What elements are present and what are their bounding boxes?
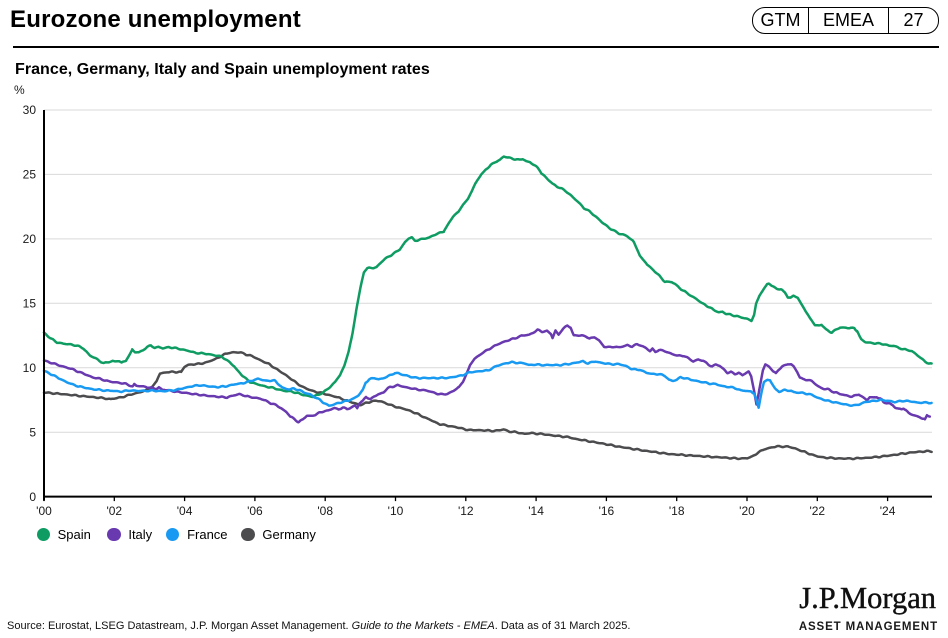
svg-text:'22: '22 (809, 504, 825, 518)
svg-text:'20: '20 (739, 504, 755, 518)
svg-text:15: 15 (23, 297, 37, 311)
svg-text:0: 0 (29, 490, 36, 504)
svg-text:'16: '16 (599, 504, 615, 518)
svg-text:'06: '06 (247, 504, 263, 518)
svg-text:'04: '04 (177, 504, 193, 518)
svg-text:'10: '10 (388, 504, 404, 518)
svg-text:'12: '12 (458, 504, 474, 518)
svg-text:10: 10 (23, 361, 37, 375)
svg-text:'18: '18 (669, 504, 685, 518)
svg-text:'00: '00 (36, 504, 52, 518)
svg-text:'24: '24 (880, 504, 896, 518)
svg-text:30: 30 (23, 103, 37, 117)
svg-text:'08: '08 (317, 504, 333, 518)
svg-text:20: 20 (23, 232, 37, 246)
svg-text:25: 25 (23, 168, 37, 182)
svg-text:'14: '14 (528, 504, 544, 518)
svg-text:5: 5 (29, 425, 36, 439)
svg-text:'02: '02 (106, 504, 122, 518)
